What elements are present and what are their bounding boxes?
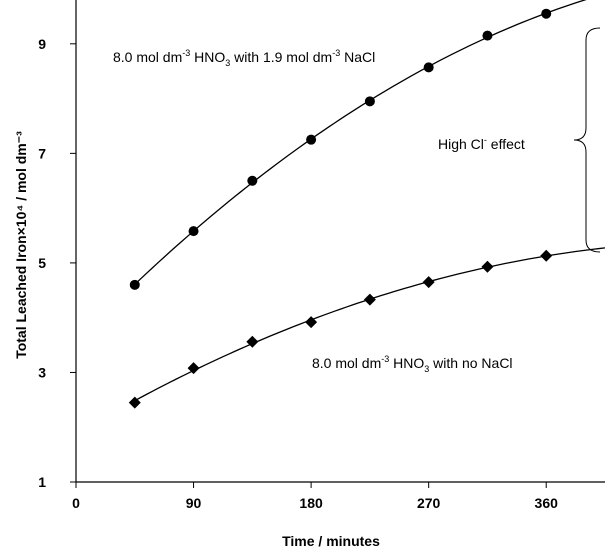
x-tick-label: 360 <box>535 495 559 511</box>
data-point <box>540 249 553 262</box>
x-tick-label: 90 <box>186 495 202 511</box>
series-1 <box>129 0 587 290</box>
data-point <box>541 8 552 19</box>
series-2 <box>128 247 605 409</box>
data-point <box>187 362 200 375</box>
effect-label: High Cl- effect <box>438 135 525 152</box>
upper-series-label: 8.0 mol dm-3 HNO3 with 1.9 mol dm-3 NaCl <box>113 48 375 68</box>
series-line <box>134 0 587 285</box>
axes <box>75 0 605 483</box>
series-line <box>134 247 605 402</box>
data-point <box>129 279 140 290</box>
x-tick-label: 270 <box>417 495 441 511</box>
data-point <box>481 260 494 273</box>
data-point <box>246 335 259 348</box>
y-axis-title: Total Leached Iron×10⁴ / mol dm⁻³ <box>13 131 29 359</box>
data-point <box>423 62 434 73</box>
data-point <box>306 134 317 145</box>
y-tick-label: 9 <box>38 36 46 52</box>
data-point <box>363 293 376 306</box>
data-point <box>188 226 199 237</box>
y-tick-label: 3 <box>38 364 46 380</box>
data-point <box>364 96 375 107</box>
data-point <box>305 316 318 329</box>
x-tick-label: 180 <box>299 495 323 511</box>
y-tick-label: 5 <box>38 255 46 271</box>
effect-brace <box>573 27 601 253</box>
data-point <box>422 276 435 289</box>
series-layer <box>128 0 605 409</box>
lower-series-label: 8.0 mol dm-3 HNO3 with no NaCl <box>312 354 513 374</box>
data-point <box>247 175 258 186</box>
ticks: 0 90 180 270 360 1 3 5 7 9 <box>38 36 558 511</box>
x-axis-title: Time / minutes <box>282 533 380 549</box>
x-tick-label: 0 <box>72 495 80 511</box>
y-tick-label: 7 <box>38 145 46 161</box>
data-point <box>482 30 493 41</box>
data-point <box>128 396 141 409</box>
y-tick-label: 1 <box>38 474 46 490</box>
